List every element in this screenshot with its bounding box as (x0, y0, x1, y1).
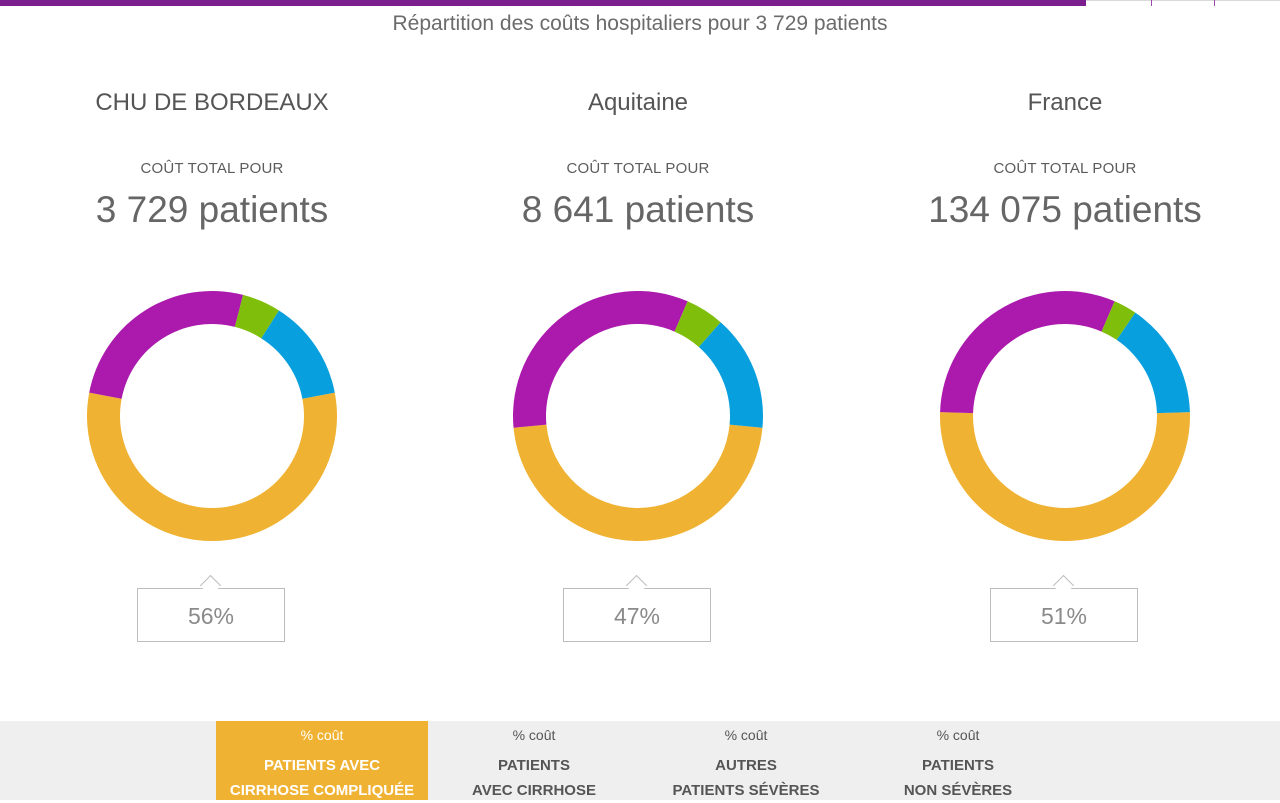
donut-slice-0[interactable] (87, 392, 337, 541)
donut-slice-1[interactable] (513, 291, 688, 428)
legend-unit: % coût (724, 727, 768, 743)
column-title: CHU DE BORDEAUX (95, 89, 329, 116)
percentage-callout: 51% (990, 588, 1138, 642)
legend-tab-autres-severes[interactable]: % coût AUTRES PATIENTS SÉVÈRES (640, 721, 852, 800)
donut-slice-1[interactable] (89, 291, 244, 399)
total-caption: COÛT TOTAL POUR (566, 160, 710, 177)
total-caption: COÛT TOTAL POUR (993, 160, 1137, 177)
total-caption: COÛT TOTAL POUR (140, 160, 284, 177)
legend-label: PATIENTS AVEC CIRRHOSE (472, 757, 596, 799)
donut-chart[interactable] (508, 286, 768, 546)
column-title: Aquitaine (587, 89, 689, 116)
legend-tab-avec-cirrhose[interactable]: % coût PATIENTS AVEC CIRRHOSE (428, 721, 640, 800)
donut-slice-2[interactable] (674, 301, 721, 347)
donut-slice-3[interactable] (261, 310, 335, 399)
top-tab-divider (1151, 0, 1152, 6)
region-column-aquitaine: Aquitaine COÛT TOTAL POUR 8 641 patients… (488, 86, 788, 642)
page-subtitle: Répartition des coûts hospitaliers pour … (392, 12, 888, 35)
patients-total: 134 075 patients (928, 189, 1202, 230)
column-title: France (1027, 89, 1103, 116)
legend-unit: % coût (512, 727, 556, 743)
legend-tab-non-severes[interactable]: % coût PATIENTS NON SÉVÈRES (852, 721, 1064, 800)
legend-unit: % coût (936, 727, 980, 743)
patients-total: 3 729 patients (95, 189, 329, 230)
donut-slice-0[interactable] (940, 412, 1190, 541)
donut-slice-1[interactable] (940, 291, 1115, 414)
region-column-france: France COÛT TOTAL POUR 134 075 patients … (915, 86, 1215, 642)
percentage-callout: 56% (137, 588, 285, 642)
donut-chart[interactable] (935, 286, 1195, 546)
top-accent-bar (0, 0, 1086, 6)
region-column-chu-bordeaux: CHU DE BORDEAUX COÛT TOTAL POUR 3 729 pa… (62, 86, 362, 642)
patients-total: 8 641 patients (521, 189, 755, 230)
top-divider (1086, 0, 1280, 1)
legend-label: PATIENTS AVEC CIRRHOSE COMPLIQUÉE (229, 757, 415, 799)
legend-unit: % coût (300, 727, 344, 743)
donut-slice-2[interactable] (1101, 301, 1136, 340)
legend-label: AUTRES PATIENTS SÉVÈRES (672, 757, 820, 799)
category-legend-bar: % coût PATIENTS AVEC CIRRHOSE COMPLIQUÉE… (0, 721, 1280, 800)
donut-slice-3[interactable] (698, 322, 763, 428)
donut-chart[interactable] (82, 286, 342, 546)
donut-slice-0[interactable] (513, 424, 763, 542)
top-tab-divider (1214, 0, 1215, 6)
percentage-callout: 47% (563, 588, 711, 642)
donut-slice-2[interactable] (234, 294, 279, 339)
legend-label: PATIENTS NON SÉVÈRES (903, 757, 1013, 799)
donut-slice-3[interactable] (1116, 312, 1190, 414)
legend-tab-cirrhose-compliquee[interactable]: % coût PATIENTS AVEC CIRRHOSE COMPLIQUÉE (216, 721, 428, 800)
